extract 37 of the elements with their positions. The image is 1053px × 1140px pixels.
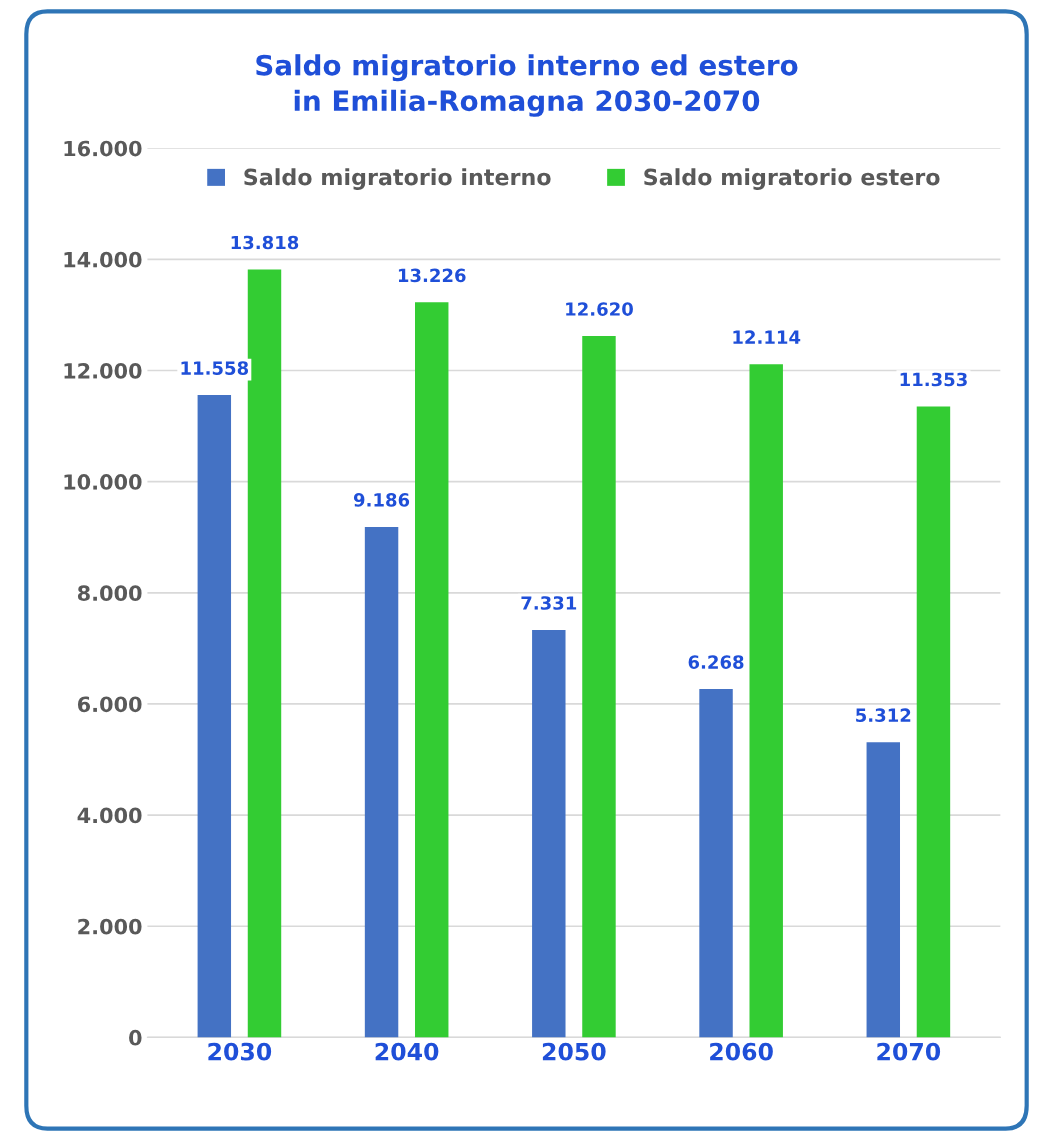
data-label: 9.186 — [353, 493, 410, 507]
bar — [866, 742, 901, 1038]
x-tick-label: 2050 — [542, 1042, 606, 1061]
data-label: 7.331 — [521, 596, 577, 610]
y-tick-label: 2.000 — [78, 918, 142, 935]
y-tick-label: 10.000 — [64, 474, 142, 490]
data-label: 11.353 — [900, 372, 967, 387]
bar — [415, 302, 449, 1038]
bar — [247, 269, 282, 1038]
y-tick-label: 0 — [129, 1029, 142, 1046]
x-tick-label: 2040 — [375, 1042, 439, 1061]
y-tick-label: 8.000 — [77, 585, 142, 602]
bar — [197, 395, 232, 1038]
bar — [364, 526, 399, 1038]
bar — [699, 689, 733, 1038]
y-tick-label: 16.000 — [64, 140, 142, 157]
data-label: 6.268 — [688, 655, 744, 669]
bar — [749, 364, 783, 1038]
data-label: 12.114 — [733, 330, 801, 344]
legend-label: Saldo migratorio estero — [644, 168, 940, 190]
data-label: 12.620 — [566, 302, 633, 316]
y-tick-label: 12.000 — [64, 362, 142, 379]
y-tick-label: 14.000 — [64, 251, 142, 268]
y-tick-label: 6.000 — [77, 696, 142, 713]
bar — [582, 336, 616, 1038]
y-tick-label: 4.000 — [77, 807, 142, 824]
x-tick-label: 2060 — [710, 1042, 773, 1061]
data-label: 11.558 — [181, 361, 249, 375]
data-label: 5.312 — [856, 708, 911, 723]
data-label: 13.818 — [231, 235, 299, 250]
legend-label: Saldo migratorio interno — [244, 168, 551, 190]
x-tick-label: 2030 — [208, 1042, 272, 1061]
chart-title: Saldo migratorio interno ed estero in Emilia-Romagna 2030-2070 — [256, 54, 798, 117]
x-tick-label: 2070 — [877, 1042, 941, 1061]
data-label: 13.226 — [398, 268, 466, 283]
bar — [916, 406, 951, 1038]
bar — [532, 629, 566, 1038]
